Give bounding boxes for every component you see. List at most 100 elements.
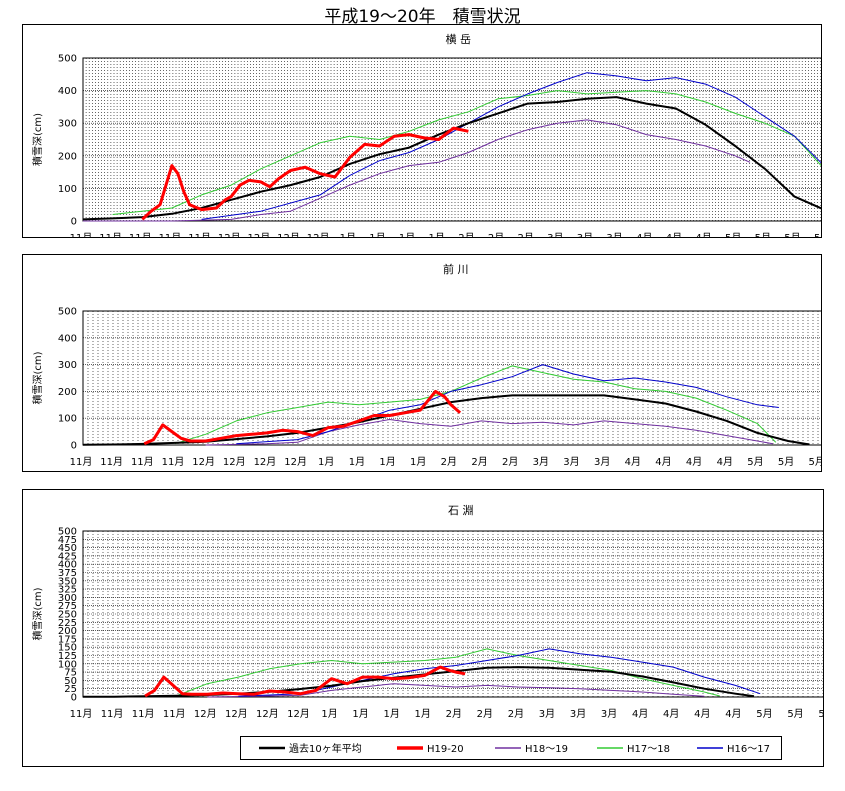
y-tick-label: 400 xyxy=(58,333,77,344)
x-tick-label: 11月 xyxy=(101,708,124,720)
y-tick-label: 375 xyxy=(58,568,77,579)
series-line-1 xyxy=(144,665,466,698)
x-tick-label: 12月 xyxy=(256,708,279,720)
x-tick-label: 3月 xyxy=(601,708,617,720)
chart-svg: 前 川 0 100 200 300 400 500 積雪深(cm) 11月 11月 11月 11月 12… xyxy=(31,262,821,468)
chart-svg: 石 淵 0255075100125150175200225250275300325… xyxy=(31,504,823,720)
x-tick-label: 12月 xyxy=(225,708,248,720)
x-tick-label: 1月 xyxy=(383,708,399,720)
x-tick-label: 3月 xyxy=(533,456,549,468)
x-tick-label: 4月 xyxy=(666,232,682,237)
y-tick-label: 125 xyxy=(58,651,77,662)
chart-panel-yokodake: 横 岳 0 100 200 300 400 500 積雪深(cm) 11月 11月 11月 11月 11… xyxy=(22,24,822,238)
chart-legend: 過去10ヶ年平均 H19-20 H18～19 H17～18 H16～17 xyxy=(240,736,782,760)
plot-area xyxy=(82,310,821,446)
x-tick-label: 11月 xyxy=(188,232,211,237)
y-tick-label: 0 xyxy=(71,217,77,228)
x-tick-label: 12月 xyxy=(287,708,310,720)
series-line-2 xyxy=(207,683,705,698)
y-tick-label: 325 xyxy=(58,585,77,596)
legend-label: H19-20 xyxy=(427,744,464,755)
x-tick-label: 2月 xyxy=(471,456,487,468)
y-tick-label: 200 xyxy=(58,387,77,398)
y-tick-label: 150 xyxy=(58,643,77,654)
x-tick-label: 12月 xyxy=(307,232,330,237)
legend-label: H17～18 xyxy=(627,744,670,755)
x-tick-label: 11月 xyxy=(99,232,122,237)
x-tick-label: 2月 xyxy=(502,456,518,468)
x-tick-label: 3月 xyxy=(570,708,586,720)
y-tick-label: 300 xyxy=(58,119,77,130)
x-tick-label: 2月 xyxy=(488,232,504,237)
y-tick-label: 400 xyxy=(58,86,77,97)
x-tick-label: 1月 xyxy=(340,232,356,237)
x-tick-label: 1月 xyxy=(349,456,365,468)
x-tick-label: 12月 xyxy=(277,232,300,237)
series-line-2 xyxy=(83,119,751,222)
x-tick-label: 11月 xyxy=(162,456,185,468)
y-tick-label: 100 xyxy=(58,659,77,670)
y-tick-label: 300 xyxy=(58,360,77,371)
chart-panel-maekawa: 前 川 0 100 200 300 400 500 積雪深(cm) 11月 11月 11月 11月 12… xyxy=(22,254,822,472)
x-tick-label: 1月 xyxy=(369,232,385,237)
x-tick-label: 1月 xyxy=(410,456,426,468)
x-tick-label: 3月 xyxy=(606,232,622,237)
x-tick-label: 4月 xyxy=(636,232,652,237)
y-tick-label: 0 xyxy=(71,441,77,452)
x-tick-label: 2月 xyxy=(517,232,533,237)
x-tick-label: 4月 xyxy=(663,708,679,720)
x-tick-label: 3月 xyxy=(577,232,593,237)
legend-label: H16～17 xyxy=(727,744,770,755)
y-tick-label: 225 xyxy=(58,618,77,629)
x-tick-label: 4月 xyxy=(717,456,733,468)
x-tick-label: 11月 xyxy=(163,708,186,720)
x-tick-label: 3月 xyxy=(539,708,555,720)
series-line-0 xyxy=(82,96,821,221)
x-tick-label: 4月 xyxy=(694,708,710,720)
x-tick-label: 2月 xyxy=(458,232,474,237)
x-tick-label: 12月 xyxy=(254,456,277,468)
y-tick-label: 100 xyxy=(58,414,77,425)
y-tick-label: 200 xyxy=(58,626,77,637)
x-tick-label: 11月 xyxy=(70,708,93,720)
x-tick-label: 4月 xyxy=(632,708,648,720)
x-tick-label: 1月 xyxy=(352,708,368,720)
x-tick-label: 2月 xyxy=(508,708,524,720)
x-tick-label: 5月 xyxy=(778,456,794,468)
legend-label: H18～19 xyxy=(525,744,568,755)
x-tick-label: 3月 xyxy=(594,456,610,468)
y-tick-label: 100 xyxy=(58,184,77,195)
x-tick-label: 12月 xyxy=(284,456,307,468)
legend-svg: 過去10ヶ年平均 H19-20 H18～19 H17～18 H16～17 xyxy=(259,742,770,755)
series-line-3 xyxy=(112,90,821,215)
x-tick-label: 1月 xyxy=(415,708,431,720)
y-tick-label: 350 xyxy=(58,576,77,587)
y-tick-label: 300 xyxy=(58,593,77,604)
x-tick-label: 1月 xyxy=(429,232,445,237)
y-tick-label: 50 xyxy=(64,676,77,687)
x-tick-label: 2月 xyxy=(441,456,457,468)
x-tick-label: 1月 xyxy=(379,456,395,468)
x-tick-label: 3月 xyxy=(563,456,579,468)
x-tick-label: 5月 xyxy=(756,708,772,720)
x-tick-label: 1月 xyxy=(318,456,334,468)
y-axis-label: 積雪深(cm) xyxy=(31,113,44,166)
y-tick-label: 500 xyxy=(58,307,77,318)
y-axis-label: 積雪深(cm) xyxy=(31,587,44,640)
x-tick-label: 4月 xyxy=(686,456,702,468)
x-tick-label: 5月 xyxy=(784,232,800,237)
x-tick-label: 1月 xyxy=(321,708,337,720)
x-tick-label: 11月 xyxy=(70,456,93,468)
y-tick-label: 500 xyxy=(58,527,77,538)
x-tick-label: 11月 xyxy=(129,232,152,237)
x-tick-label: 11月 xyxy=(70,232,93,237)
x-tick-label: 1月 xyxy=(399,232,415,237)
page-title: 平成19～20年 積雪状況 xyxy=(324,7,521,27)
x-tick-label: 5月 xyxy=(755,232,771,237)
x-tick-label: 5月 xyxy=(787,708,803,720)
chart-panel-ishibuchi: 石 淵 0 25 50 75 100 125 150 175 200 225 250 275 300 325… xyxy=(22,489,824,767)
x-tick-label: 2月 xyxy=(477,708,493,720)
x-tick-label: 3月 xyxy=(547,232,563,237)
x-tick-label: 12月 xyxy=(248,232,271,237)
chart-title: 横 岳 xyxy=(446,32,472,46)
